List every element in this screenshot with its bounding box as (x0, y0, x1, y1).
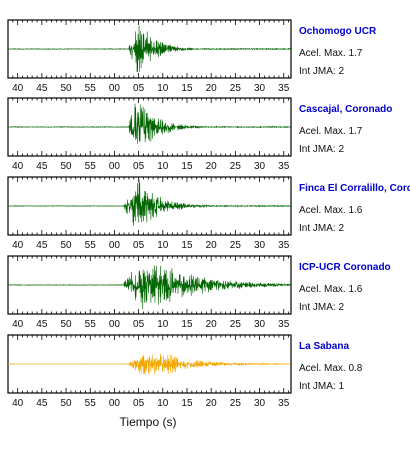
x-tick-label: 00 (109, 161, 121, 172)
x-tick-label: 40 (12, 161, 24, 172)
station-name: Finca El Corralillo, Coronado (299, 183, 410, 194)
x-tick-label: 20 (206, 240, 218, 251)
station-panel: 40 45 50 55 00 05 10 15 20 25 30 35 ICP-UCR Coronado… (7, 255, 391, 330)
x-tick-label: 30 (254, 161, 266, 172)
x-tick-label: 50 (60, 161, 72, 172)
x-tick-label: 45 (36, 319, 48, 330)
station-name: ICP-UCR Coronado (299, 262, 391, 273)
x-tick-label: 50 (60, 240, 72, 251)
x-tick-label: 10 (157, 398, 169, 409)
x-tick-label: 40 (12, 83, 24, 94)
x-tick-label: 10 (157, 161, 169, 172)
waveform-trace (7, 103, 291, 144)
station-name: La Sabana (299, 341, 349, 352)
jma-intensity: Int JMA: 2 (299, 66, 344, 77)
x-tick-label: 45 (36, 161, 48, 172)
x-tick-label: 30 (254, 319, 266, 330)
x-tick-label: 25 (230, 240, 242, 251)
x-tick-label: 45 (36, 240, 48, 251)
x-tick-label: 35 (278, 240, 290, 251)
x-ticks (7, 256, 289, 314)
x-tick-label: 25 (230, 319, 242, 330)
x-tick-label: 10 (157, 240, 169, 251)
x-tick-label: 10 (157, 319, 169, 330)
max-acceleration: Acel. Max. 1.6 (299, 284, 363, 295)
x-tick-label: 15 (181, 83, 193, 94)
waveform-trace (7, 178, 291, 226)
x-tick-label: 10 (157, 83, 169, 94)
panels-group: 40 45 50 55 00 05 10 15 20 25 30 35 Ochomogo UCR Acel… (7, 19, 410, 409)
x-tick-label: 00 (109, 398, 121, 409)
x-tick-label: 50 (60, 319, 72, 330)
x-tick-label: 15 (181, 398, 193, 409)
x-tick-label: 55 (85, 398, 97, 409)
x-tick-label: 25 (230, 161, 242, 172)
x-tick-label: 25 (230, 83, 242, 94)
station-panel: 40 45 50 55 00 05 10 15 20 25 30 35 La Sabana Acel. M… (7, 334, 363, 409)
max-acceleration: Acel. Max. 1.7 (299, 126, 363, 137)
x-tick-label: 15 (181, 240, 193, 251)
x-ticks (7, 98, 289, 156)
x-tick-label: 00 (109, 83, 121, 94)
x-tick-label: 00 (109, 240, 121, 251)
x-tick-label: 30 (254, 83, 266, 94)
x-tick-label: 00 (109, 319, 121, 330)
x-tick-label: 35 (278, 398, 290, 409)
x-tick-label: 05 (133, 319, 145, 330)
jma-intensity: Int JMA: 2 (299, 144, 344, 155)
x-tick-label: 50 (60, 83, 72, 94)
x-tick-label: 05 (133, 161, 145, 172)
station-name: Cascajal, Coronado (299, 104, 392, 115)
x-ticks (7, 20, 289, 78)
x-tick-label: 30 (254, 398, 266, 409)
x-tick-label: 30 (254, 240, 266, 251)
waveform-trace (7, 25, 291, 73)
x-tick-label: 55 (85, 240, 97, 251)
x-tick-label: 55 (85, 83, 97, 94)
x-tick-label: 05 (133, 398, 145, 409)
x-ticks (7, 335, 289, 393)
station-panel: 40 45 50 55 00 05 10 15 20 25 30 35 Cascajal, Corona… (7, 97, 392, 172)
x-tick-label: 35 (278, 83, 290, 94)
x-ticks (7, 177, 289, 235)
x-tick-label: 50 (60, 398, 72, 409)
x-tick-label: 05 (133, 240, 145, 251)
x-tick-label: 35 (278, 161, 290, 172)
x-tick-label: 40 (12, 398, 24, 409)
x-tick-label: 20 (206, 398, 218, 409)
x-tick-label: 20 (206, 83, 218, 94)
x-tick-label: 20 (206, 319, 218, 330)
x-tick-label: 40 (12, 240, 24, 251)
x-tick-label: 55 (85, 319, 97, 330)
x-tick-label: 45 (36, 398, 48, 409)
x-tick-label: 05 (133, 83, 145, 94)
jma-intensity: Int JMA: 2 (299, 302, 344, 313)
station-panel: 40 45 50 55 00 05 10 15 20 25 30 35 Ochomogo UCR Acel… (7, 19, 377, 94)
x-tick-label: 35 (278, 319, 290, 330)
max-acceleration: Acel. Max. 1.6 (299, 205, 363, 216)
x-tick-label: 55 (85, 161, 97, 172)
max-acceleration: Acel. Max. 1.7 (299, 48, 363, 59)
x-tick-label: 20 (206, 161, 218, 172)
x-axis-label: Tiempo (s) (120, 415, 177, 429)
x-tick-label: 25 (230, 398, 242, 409)
waveform-trace (7, 353, 291, 375)
x-tick-label: 15 (181, 319, 193, 330)
x-tick-label: 15 (181, 161, 193, 172)
station-name: Ochomogo UCR (299, 26, 377, 37)
max-acceleration: Acel. Max. 0.8 (299, 363, 363, 374)
jma-intensity: Int JMA: 1 (299, 381, 344, 392)
station-panel: 40 45 50 55 00 05 10 15 20 25 30 35 Finca El Corrali… (7, 176, 410, 251)
x-tick-label: 45 (36, 83, 48, 94)
jma-intensity: Int JMA: 2 (299, 223, 344, 234)
waveform-trace (7, 265, 292, 310)
x-tick-label: 40 (12, 319, 24, 330)
